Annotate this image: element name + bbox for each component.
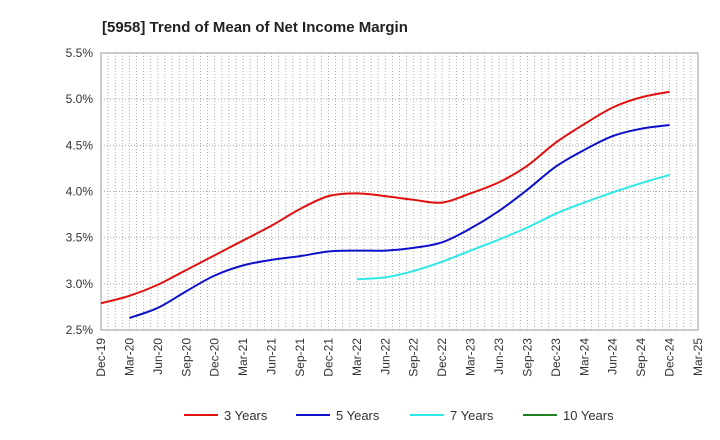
legend-label-7-years: 7 Years: [450, 408, 494, 423]
x-tick-label: Mar-20: [122, 338, 136, 376]
x-tick-label: Mar-23: [464, 338, 478, 376]
series-line-3-years: [100, 90, 670, 305]
x-tick-label: Dec-22: [435, 338, 449, 377]
x-tick-label: Mar-24: [577, 338, 591, 376]
x-tick-label: Sep-20: [179, 338, 193, 377]
grid: [101, 53, 698, 330]
x-tick-label: Dec-21: [321, 338, 335, 377]
x-tick-label: Jun-23: [492, 338, 506, 375]
series-line-7-years: [356, 173, 670, 281]
legend-label-5-years: 5 Years: [336, 408, 380, 423]
legend-label-10-years: 10 Years: [563, 408, 614, 423]
x-tick-label: Mar-22: [350, 338, 364, 376]
y-tick-label: 3.0%: [66, 277, 94, 291]
y-tick-label: 4.0%: [66, 185, 94, 199]
y-tick-label: 5.5%: [66, 46, 94, 60]
series-lines: [100, 90, 670, 319]
x-tick-label: Dec-19: [94, 338, 108, 377]
x-tick-label: Mar-21: [236, 338, 250, 376]
x-tick-label: Dec-20: [208, 338, 222, 377]
x-tick-label: Sep-22: [407, 338, 421, 377]
y-axis: 2.5% 3.0% 3.5% 4.0% 4.5% 5.0% 5.5%: [66, 46, 94, 337]
x-tick-label: Sep-24: [634, 338, 648, 377]
x-tick-label: Dec-24: [663, 338, 677, 377]
x-tick-label: Dec-23: [549, 338, 563, 377]
legend-label-3-years: 3 Years: [224, 408, 268, 423]
x-tick-label: Mar-25: [691, 338, 705, 376]
chart-title: [5958] Trend of Mean of Net Income Margi…: [102, 19, 408, 36]
x-tick-label: Jun-20: [151, 338, 165, 375]
y-tick-label: 2.5%: [66, 323, 94, 337]
y-tick-label: 5.0%: [66, 92, 94, 106]
y-tick-label: 3.5%: [66, 231, 94, 245]
x-tick-label: Jun-21: [265, 338, 279, 375]
y-tick-label: 4.5%: [66, 138, 94, 152]
series-line-5-years: [129, 124, 670, 319]
x-tick-label: Jun-24: [606, 338, 620, 375]
x-tick-label: Jun-22: [378, 338, 392, 375]
legend: 3 Years 5 Years 7 Years 10 Years: [184, 408, 614, 423]
x-axis: Dec-19 Mar-20 Jun-20 Sep-20 Dec-20 Mar-21 Jun-…: [94, 338, 705, 377]
x-tick-label: Sep-23: [520, 338, 534, 377]
x-tick-label: Sep-21: [293, 338, 307, 377]
